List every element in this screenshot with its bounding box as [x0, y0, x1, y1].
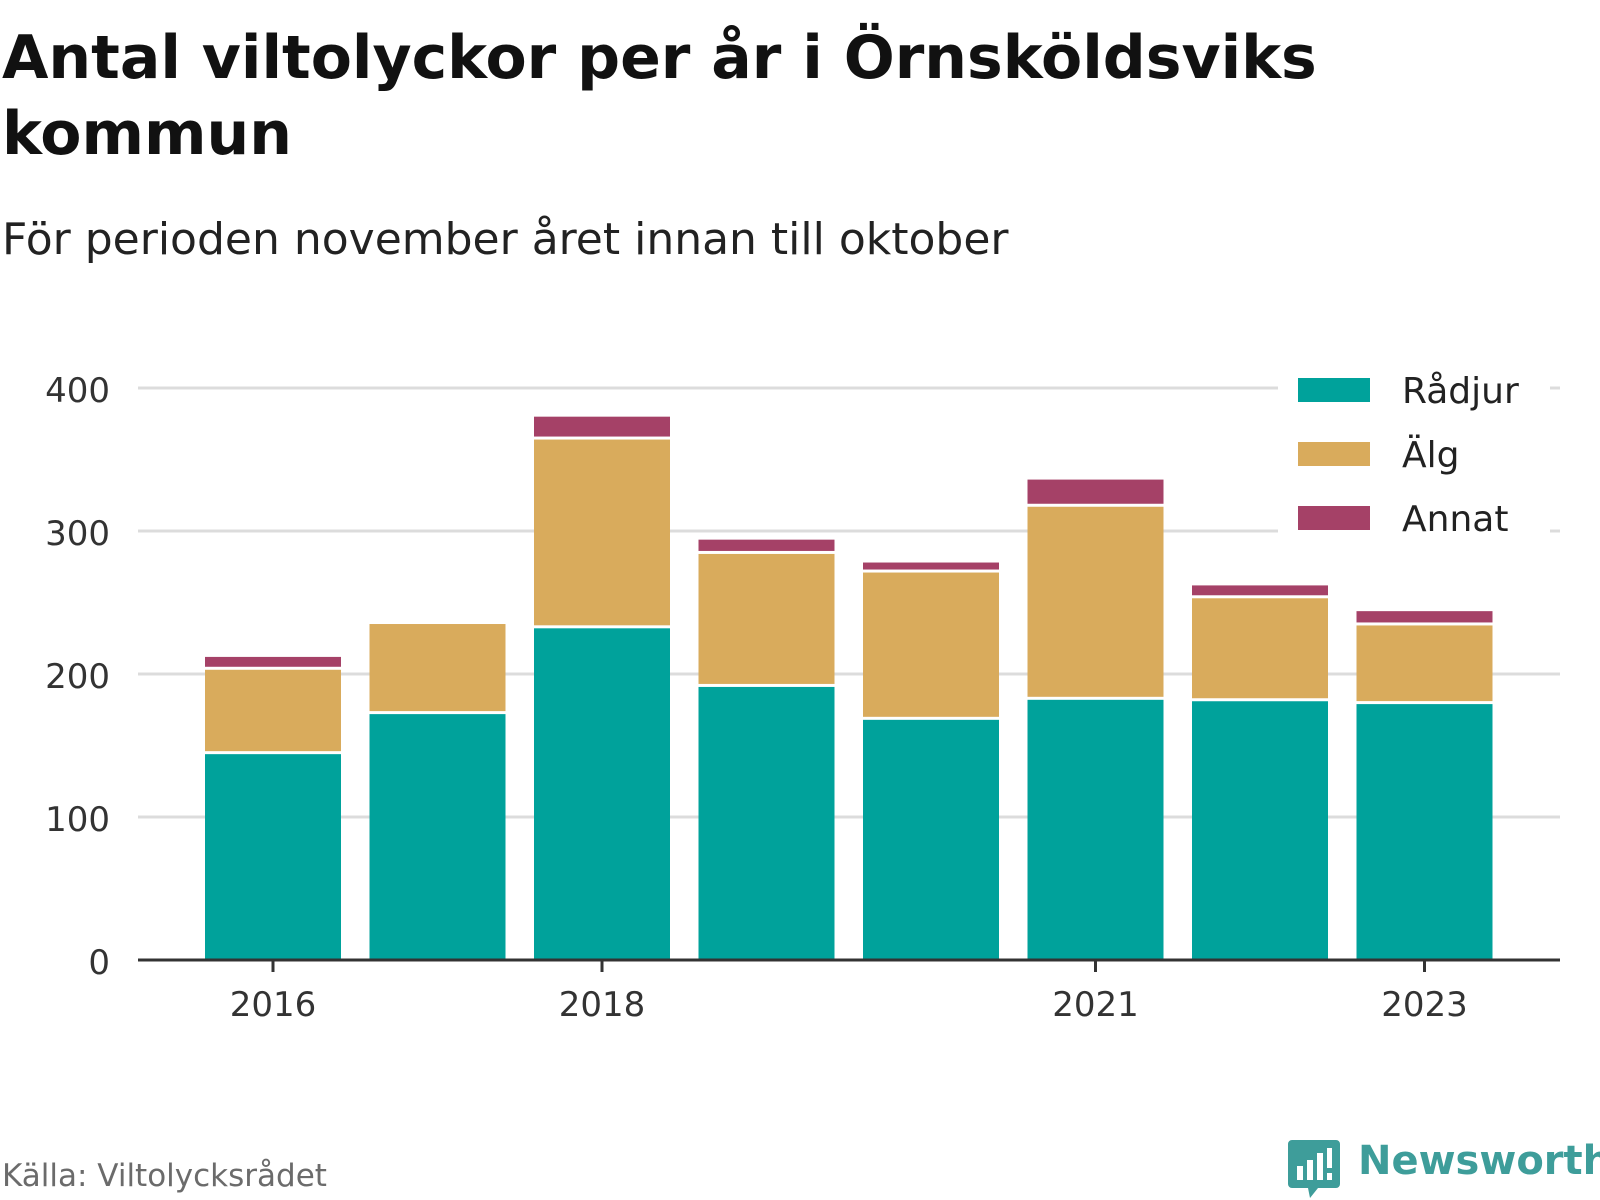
brand-name: Newsworthy	[1358, 1138, 1600, 1184]
y-tick-label-0: 0	[88, 943, 110, 983]
bar-Älg-2016	[205, 669, 341, 752]
bar-Älg-2018	[534, 439, 670, 626]
bar-Älg-2022	[1192, 598, 1328, 699]
y-tick-label-400: 400	[45, 371, 110, 411]
bars	[205, 416, 1493, 960]
source-note: Källa: Viltolycksrådet	[2, 1158, 327, 1194]
legend-label-Älg: Älg	[1402, 434, 1459, 476]
legend-swatch-Rådjur	[1298, 378, 1370, 402]
bar-Rådjur-2016	[205, 754, 341, 960]
chart-title: Antal viltolyckor per år i Örnsköldsviks…	[2, 23, 1317, 169]
legend-swatch-Annat	[1298, 506, 1370, 530]
chart-subtitle: För perioden november året innan till ok…	[2, 214, 1009, 265]
bar-Annat-2020	[863, 562, 999, 570]
bar-Annat-2018	[534, 416, 670, 437]
bar-Älg-2023	[1356, 625, 1493, 702]
bar-Annat-2022	[1192, 585, 1328, 596]
y-tick-label-200: 200	[45, 657, 110, 697]
bar-Rådjur-2019	[698, 686, 835, 960]
bar-Annat-2021	[1027, 479, 1164, 504]
bar-Älg-2021	[1027, 506, 1164, 697]
axes: 0 100 200 300 400 2016 2018 2021 2023	[45, 371, 1560, 1025]
x-tick-label-2023: 2023	[1381, 985, 1468, 1025]
brand-logo: Newsworthy	[1288, 1138, 1600, 1198]
y-tick-label-300: 300	[45, 514, 110, 554]
legend-swatch-Älg	[1298, 442, 1370, 466]
bar-Rådjur-2020	[863, 719, 999, 960]
y-tick-label-100: 100	[45, 800, 110, 840]
legend-label-Annat: Annat	[1402, 499, 1508, 540]
x-tick-label-2016: 2016	[230, 985, 317, 1025]
bar-Rådjur-2017	[369, 714, 506, 960]
x-tick-label-2018: 2018	[559, 985, 646, 1025]
bar-Annat-2016	[205, 656, 341, 667]
bar-Rådjur-2018	[534, 628, 670, 960]
bar-Annat-2023	[1356, 611, 1493, 623]
legend-label-Rådjur: Rådjur	[1402, 371, 1519, 412]
bar-chart-badge-icon	[1288, 1140, 1340, 1198]
bar-Rådjur-2023	[1356, 704, 1493, 960]
bar-Älg-2020	[863, 572, 999, 717]
legend: Rådjur Älg Annat	[1278, 366, 1550, 540]
bar-Älg-2019	[698, 553, 835, 684]
bar-Älg-2017	[369, 624, 506, 712]
bar-Annat-2019	[698, 539, 835, 551]
x-tick-label-2021: 2021	[1052, 985, 1139, 1025]
bar-Rådjur-2022	[1192, 701, 1328, 960]
bar-Rådjur-2021	[1027, 699, 1164, 960]
